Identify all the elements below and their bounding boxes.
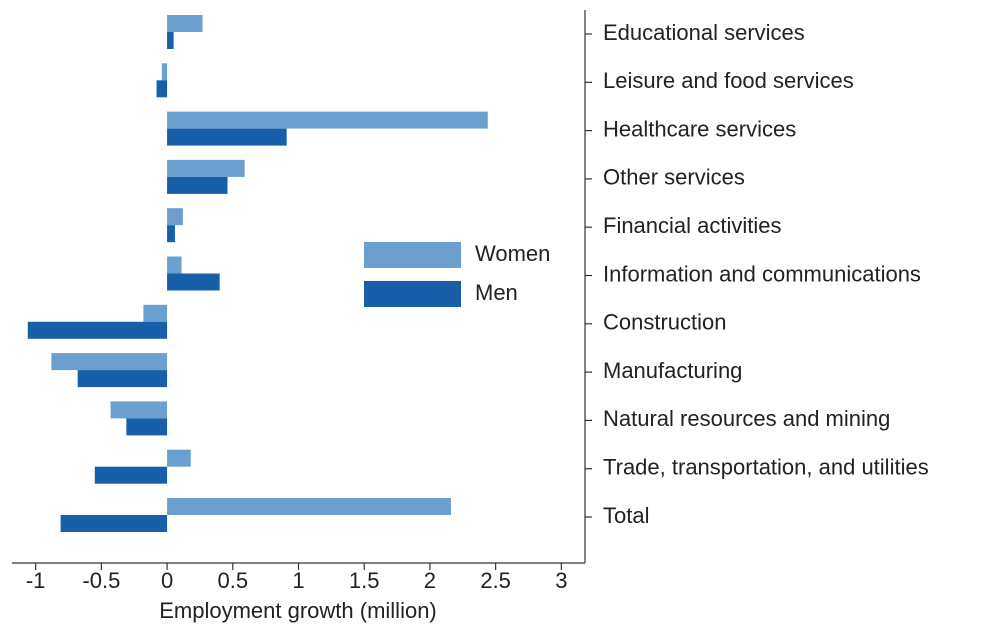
legend-swatch (364, 242, 461, 268)
x-tick-label: 3 (555, 568, 567, 593)
bar (143, 304, 168, 322)
legend-label: Women (475, 241, 550, 266)
x-tick-label: -0.5 (82, 568, 120, 593)
bar (167, 128, 287, 146)
bar (167, 111, 488, 129)
bar (167, 15, 203, 32)
bar (167, 273, 220, 291)
bar (167, 208, 183, 226)
bar (94, 466, 168, 484)
y-tick-label: Healthcare services (603, 116, 796, 141)
x-tick-label: 2.5 (480, 568, 511, 593)
legend-swatch (364, 281, 461, 307)
bar (27, 321, 168, 339)
bar (51, 353, 168, 371)
y-tick-label: Financial activities (603, 213, 782, 238)
x-tick-label: 0 (161, 568, 173, 593)
bar (167, 176, 228, 194)
y-tick-label: Manufacturing (603, 358, 742, 383)
x-tick-label: -1 (26, 568, 46, 593)
y-tick-label: Construction (603, 310, 727, 335)
legend-label: Men (475, 280, 518, 305)
bar (156, 80, 168, 98)
y-tick-label: Trade, transportation, and utilities (603, 455, 929, 480)
bar (167, 159, 245, 177)
y-tick-label: Information and communications (603, 261, 921, 286)
y-tick-label: Other services (603, 165, 745, 190)
bar (110, 401, 168, 419)
bar (77, 370, 168, 388)
bar (167, 498, 451, 515)
y-tick-label: Total (603, 503, 649, 528)
y-tick-label: Natural resources and mining (603, 406, 890, 431)
x-tick-label: 1.5 (349, 568, 380, 593)
x-tick-label: 2 (424, 568, 436, 593)
bar (167, 256, 182, 274)
bar (126, 418, 168, 436)
x-tick-label: 0.5 (217, 568, 248, 593)
bar (167, 449, 191, 467)
bar (167, 32, 174, 49)
x-tick-label: 1 (292, 568, 304, 593)
bar (161, 63, 168, 81)
x-axis-title: Employment growth (million) (159, 598, 437, 623)
y-tick-label: Leisure and food services (603, 68, 854, 93)
bar (60, 515, 168, 532)
y-tick-label: Educational services (603, 20, 805, 45)
bar (167, 225, 175, 243)
